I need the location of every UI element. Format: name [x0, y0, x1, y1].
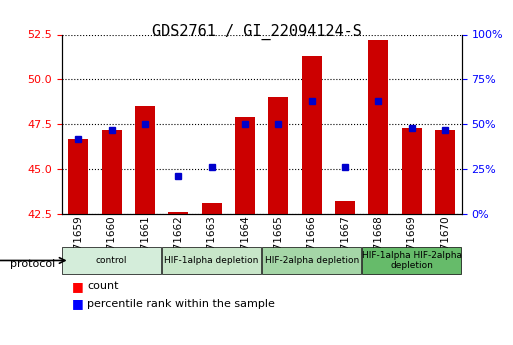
FancyBboxPatch shape	[362, 246, 461, 275]
Text: protocol: protocol	[10, 259, 55, 269]
Text: HIF-1alpha depletion: HIF-1alpha depletion	[165, 256, 259, 265]
Bar	[202, 203, 222, 214]
FancyBboxPatch shape	[162, 246, 261, 275]
Bar	[435, 130, 455, 214]
Text: ■: ■	[72, 280, 84, 293]
Bar	[335, 201, 355, 214]
Text: GDS2761 / GI_22094124-S: GDS2761 / GI_22094124-S	[151, 24, 362, 40]
Text: HIF-2alpha depletion: HIF-2alpha depletion	[265, 256, 359, 265]
Bar	[235, 117, 255, 214]
Bar	[135, 106, 155, 214]
Bar	[268, 97, 288, 214]
Bar	[168, 212, 188, 214]
Text: control: control	[96, 256, 127, 265]
Bar	[102, 130, 122, 214]
Bar	[302, 56, 322, 214]
Text: HIF-1alpha HIF-2alpha
depletion: HIF-1alpha HIF-2alpha depletion	[362, 251, 462, 270]
FancyBboxPatch shape	[62, 246, 161, 275]
Text: percentile rank within the sample: percentile rank within the sample	[87, 299, 275, 308]
FancyBboxPatch shape	[262, 246, 361, 275]
Bar	[68, 139, 88, 214]
Bar	[402, 128, 422, 214]
Bar	[368, 40, 388, 214]
Text: count: count	[87, 282, 119, 291]
Text: ■: ■	[72, 297, 84, 310]
